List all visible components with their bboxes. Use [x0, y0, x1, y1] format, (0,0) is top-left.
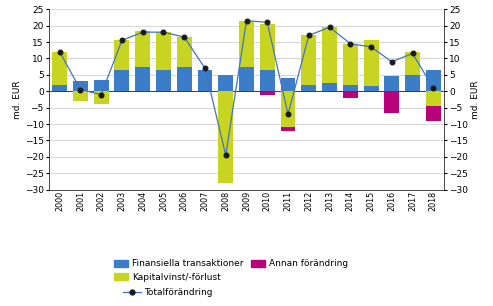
- Bar: [114, 40, 130, 70]
- Bar: [198, 70, 212, 91]
- Bar: [426, 91, 441, 106]
- Bar: [281, 127, 295, 131]
- Bar: [301, 35, 316, 85]
- Bar: [73, 91, 88, 101]
- Bar: [322, 83, 337, 91]
- Bar: [301, 85, 316, 91]
- Bar: [94, 80, 108, 91]
- Bar: [260, 91, 275, 95]
- Bar: [260, 24, 275, 70]
- Bar: [281, 78, 295, 91]
- Bar: [426, 70, 441, 91]
- Bar: [156, 70, 171, 91]
- Bar: [343, 44, 358, 85]
- Bar: [218, 91, 233, 183]
- Bar: [343, 85, 358, 91]
- Bar: [73, 81, 88, 91]
- Bar: [363, 40, 379, 86]
- Bar: [363, 86, 379, 91]
- Bar: [385, 91, 399, 113]
- Bar: [343, 91, 358, 98]
- Bar: [385, 76, 399, 91]
- Bar: [135, 31, 150, 67]
- Bar: [135, 67, 150, 91]
- Y-axis label: md. EUR: md. EUR: [471, 80, 480, 119]
- Bar: [114, 70, 130, 91]
- Bar: [218, 75, 233, 91]
- Bar: [94, 91, 108, 104]
- Bar: [52, 85, 67, 91]
- Legend: Totalförändring: Totalförändring: [123, 288, 212, 297]
- Bar: [405, 75, 420, 91]
- Bar: [177, 37, 192, 67]
- Bar: [177, 67, 192, 91]
- Bar: [239, 21, 254, 67]
- Bar: [322, 27, 337, 83]
- Bar: [156, 32, 171, 70]
- Bar: [52, 52, 67, 85]
- Y-axis label: md. EUR: md. EUR: [13, 80, 22, 119]
- Bar: [426, 106, 441, 121]
- Bar: [281, 91, 295, 127]
- Bar: [239, 67, 254, 91]
- Bar: [405, 52, 420, 75]
- Bar: [260, 70, 275, 91]
